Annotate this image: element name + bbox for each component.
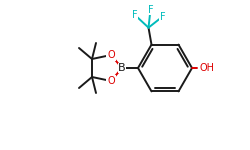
Text: O: O bbox=[107, 50, 115, 60]
Text: B: B bbox=[118, 63, 126, 73]
Text: OH: OH bbox=[199, 63, 214, 73]
Text: F: F bbox=[132, 10, 137, 20]
Text: F: F bbox=[160, 12, 165, 22]
Text: O: O bbox=[107, 76, 115, 86]
Text: F: F bbox=[148, 5, 153, 15]
